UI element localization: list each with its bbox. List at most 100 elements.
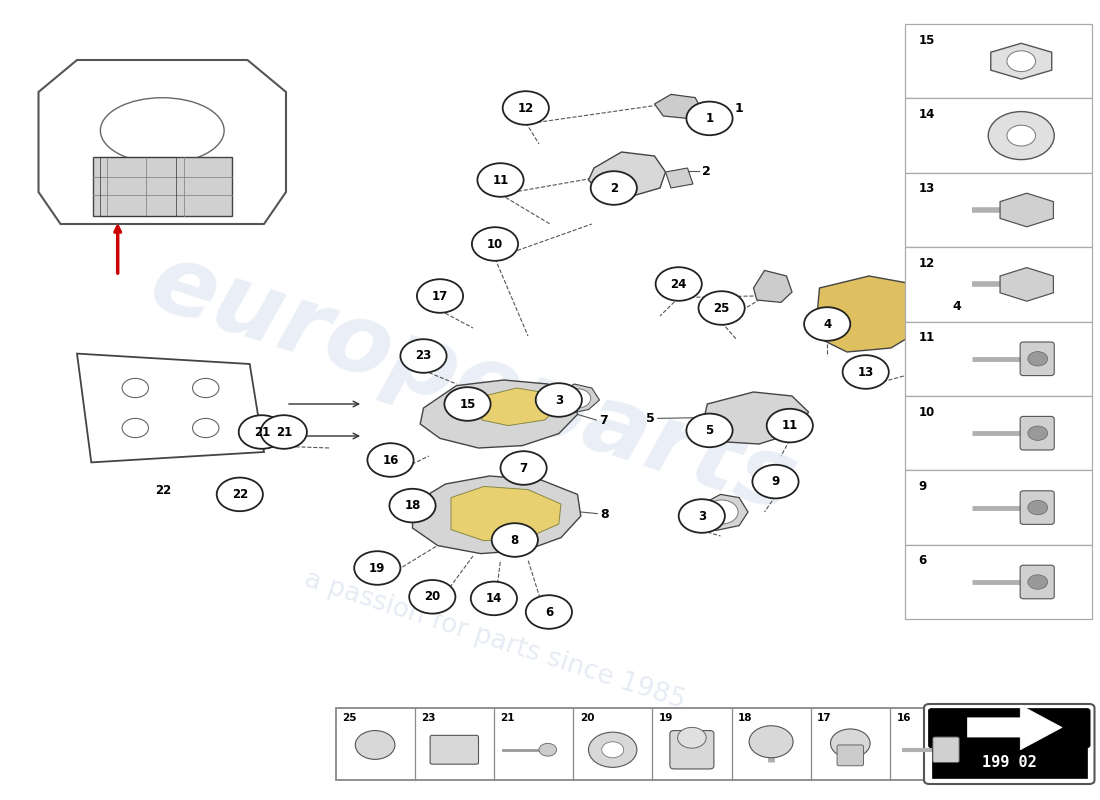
Circle shape: [1006, 126, 1035, 146]
Polygon shape: [697, 494, 748, 530]
Circle shape: [602, 742, 624, 758]
Circle shape: [686, 102, 733, 135]
Text: 5: 5: [705, 424, 714, 437]
Text: 3: 3: [697, 510, 706, 522]
Text: 12: 12: [918, 257, 935, 270]
Circle shape: [192, 418, 219, 438]
Text: 17: 17: [817, 713, 832, 723]
Circle shape: [477, 163, 524, 197]
Circle shape: [705, 500, 738, 524]
Circle shape: [564, 389, 591, 408]
Circle shape: [261, 415, 307, 449]
Polygon shape: [754, 270, 792, 302]
Polygon shape: [968, 705, 1062, 750]
Text: 8: 8: [601, 508, 609, 521]
Circle shape: [239, 415, 285, 449]
FancyBboxPatch shape: [1020, 342, 1054, 376]
Circle shape: [767, 409, 813, 442]
Text: 1: 1: [705, 112, 714, 125]
Circle shape: [389, 489, 436, 522]
Text: 2: 2: [609, 182, 618, 194]
Polygon shape: [588, 152, 666, 196]
Circle shape: [804, 307, 850, 341]
Text: 8: 8: [510, 534, 519, 546]
Circle shape: [591, 171, 637, 205]
Text: 20: 20: [580, 713, 594, 723]
Text: 9: 9: [771, 475, 780, 488]
FancyBboxPatch shape: [905, 545, 1092, 619]
Text: 13: 13: [918, 182, 935, 195]
FancyBboxPatch shape: [1020, 417, 1054, 450]
Circle shape: [526, 595, 572, 629]
FancyBboxPatch shape: [905, 470, 1092, 545]
FancyBboxPatch shape: [924, 704, 1094, 784]
Text: 18: 18: [738, 713, 752, 723]
Circle shape: [122, 378, 149, 398]
Text: 19: 19: [370, 562, 385, 574]
Text: 6: 6: [544, 606, 553, 618]
Text: 2: 2: [702, 165, 711, 178]
Text: 11: 11: [493, 174, 508, 186]
Polygon shape: [412, 476, 581, 554]
Polygon shape: [991, 43, 1052, 79]
Text: 21: 21: [254, 426, 270, 438]
Circle shape: [503, 91, 549, 125]
Text: 25: 25: [714, 302, 729, 314]
Text: 23: 23: [416, 350, 431, 362]
Circle shape: [217, 478, 263, 511]
FancyBboxPatch shape: [430, 735, 478, 764]
Circle shape: [1027, 352, 1047, 366]
FancyBboxPatch shape: [670, 730, 714, 769]
Text: 7: 7: [519, 462, 528, 474]
FancyBboxPatch shape: [1020, 566, 1054, 598]
FancyBboxPatch shape: [1020, 491, 1054, 525]
Circle shape: [472, 227, 518, 261]
Circle shape: [192, 378, 219, 398]
Circle shape: [354, 551, 400, 585]
Circle shape: [471, 582, 517, 615]
Circle shape: [417, 279, 463, 313]
Text: 16: 16: [896, 713, 911, 723]
Circle shape: [492, 523, 538, 557]
Text: 4: 4: [953, 300, 961, 313]
Text: 21: 21: [500, 713, 515, 723]
Polygon shape: [420, 380, 578, 448]
FancyBboxPatch shape: [932, 744, 1087, 778]
Polygon shape: [77, 354, 264, 462]
Circle shape: [988, 111, 1054, 160]
Text: 15: 15: [918, 34, 935, 46]
Text: 11: 11: [918, 331, 935, 344]
Circle shape: [678, 727, 706, 748]
Text: 10: 10: [487, 238, 503, 250]
Circle shape: [656, 267, 702, 301]
Text: 199 02: 199 02: [982, 755, 1036, 770]
Circle shape: [355, 730, 395, 759]
Circle shape: [400, 339, 447, 373]
Text: 12: 12: [518, 102, 534, 114]
Text: 17: 17: [432, 290, 448, 302]
Text: a passion for parts since 1985: a passion for parts since 1985: [301, 566, 689, 714]
Polygon shape: [482, 388, 559, 426]
Polygon shape: [816, 276, 930, 352]
FancyBboxPatch shape: [905, 247, 1092, 322]
Text: 20: 20: [425, 590, 440, 603]
Circle shape: [679, 499, 725, 533]
FancyBboxPatch shape: [928, 709, 1090, 748]
FancyBboxPatch shape: [92, 157, 232, 216]
Polygon shape: [1000, 267, 1054, 302]
Circle shape: [752, 465, 799, 498]
Text: 10: 10: [918, 406, 935, 418]
FancyBboxPatch shape: [905, 24, 1092, 98]
Polygon shape: [666, 168, 693, 188]
Circle shape: [1027, 574, 1047, 589]
Text: 22: 22: [232, 488, 248, 501]
Text: 6: 6: [918, 554, 926, 567]
Text: 13: 13: [858, 366, 873, 378]
Circle shape: [830, 729, 870, 758]
Text: 25: 25: [342, 713, 356, 723]
Text: 24: 24: [671, 278, 686, 290]
Circle shape: [588, 732, 637, 767]
Circle shape: [539, 743, 557, 756]
Text: 14: 14: [486, 592, 502, 605]
Text: 5: 5: [646, 412, 654, 425]
